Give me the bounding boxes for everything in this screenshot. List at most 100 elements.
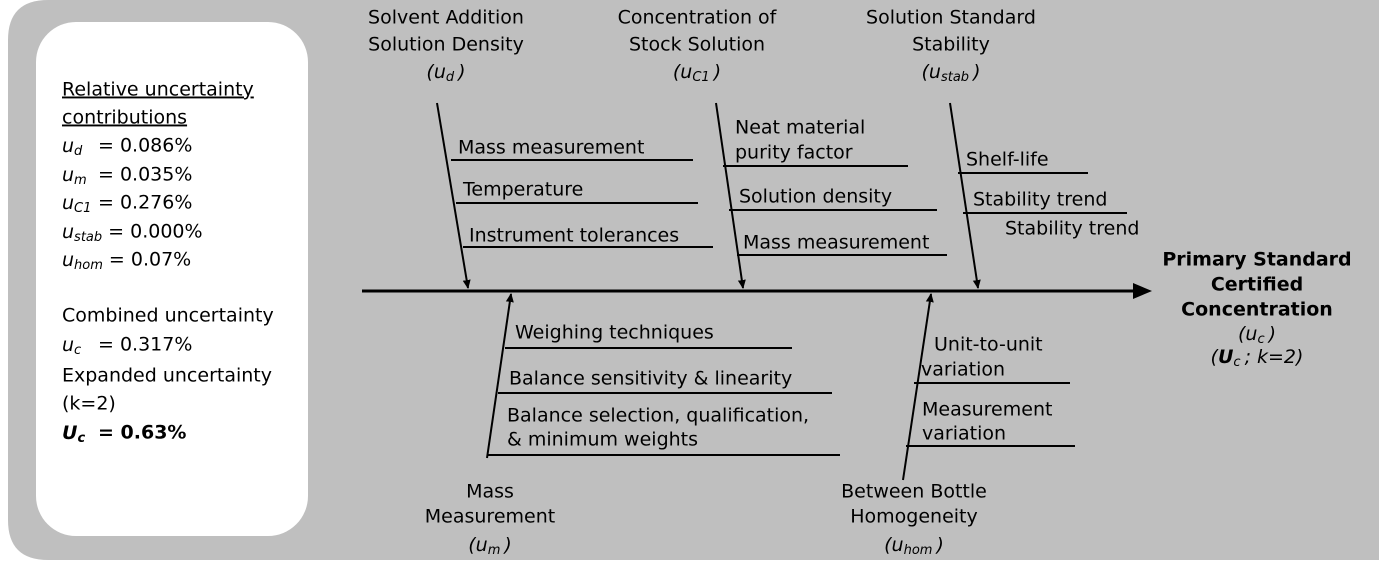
legend-symbol: uhom [62, 249, 103, 273]
cause-branch [949, 102, 981, 289]
legend-symbol: ud [62, 135, 83, 159]
cause-symbol-open: ( [884, 534, 893, 556]
factor-label: Stability trend [973, 189, 1107, 211]
expanded-label: Expanded uncertainty [62, 365, 272, 387]
legend-symbol-base: u [62, 135, 74, 157]
factor-label: Solution density [739, 186, 892, 208]
cause-symbol-close: ) [934, 534, 943, 556]
cause-symbol: (um) [468, 534, 512, 558]
cause-title: Homogeneity [850, 506, 978, 528]
background-panel [8, 0, 1379, 560]
expanded-value: = 0.63% [98, 422, 186, 444]
expanded-symbol-base: U [62, 422, 78, 444]
cause-symbol-close: ) [971, 61, 980, 83]
factor-label: variation [921, 359, 1005, 381]
cause-title: Stability [912, 34, 990, 56]
combined-symbol-base: u [62, 334, 74, 356]
cause-symbol-base: u [892, 534, 904, 556]
factor-label: Weighing techniques [515, 322, 714, 344]
legend-symbol-base: u [62, 192, 74, 214]
factor-label: purity factor [735, 142, 853, 164]
effect-expanded-close: ; k=2) [1245, 346, 1304, 368]
cause-symbol: (uC1) [673, 61, 721, 85]
factor-label: Neat material [735, 117, 865, 139]
legend-title: contributions [62, 107, 187, 129]
factor-label: Balance selection, qualification, [507, 405, 809, 427]
cause-symbol: (uhom) [884, 534, 944, 558]
cause-title: Stock Solution [629, 34, 765, 56]
cause-symbol-sub: m [488, 543, 501, 558]
legend-symbol-sub: stab [74, 230, 102, 245]
legend-symbol: uC1 [62, 192, 91, 216]
cause-symbol-base: u [680, 61, 692, 83]
cause-title: Solvent Addition [368, 7, 524, 29]
factor-label: Balance sensitivity & linearity [509, 368, 792, 390]
legend-symbol-sub: d [74, 144, 83, 159]
legend-value: = 0.086% [98, 135, 192, 157]
combined-symbol-sub: c [74, 343, 81, 358]
cause-symbol-open: ( [468, 534, 477, 556]
cause-branch [436, 102, 471, 289]
factor-label: variation [922, 423, 1006, 445]
cause-symbol-open: ( [426, 61, 435, 83]
cause-symbol-close: ) [456, 61, 465, 83]
factor-label: Mass measurement [743, 232, 929, 254]
cause-symbol: (ud) [426, 61, 465, 85]
effect-title: Certified [1211, 274, 1303, 296]
effect-expanded-sub: c [1233, 355, 1240, 370]
effect-symbol-open: ( [1238, 323, 1247, 345]
cause-branch [715, 102, 746, 289]
cause-symbol: (ustab) [922, 61, 981, 85]
cause-title: Solution Standard [866, 7, 1036, 29]
combined-symbol: uc [62, 334, 81, 358]
factor-label: Instrument tolerances [469, 225, 679, 247]
cause-symbol-base: u [929, 61, 941, 83]
factor-label: Unit-to-unit [934, 334, 1043, 356]
factor-label: & minimum weights [507, 429, 698, 451]
combined-value: = 0.317% [98, 334, 192, 356]
effect-expanded-base: U [1218, 346, 1234, 368]
effect-expanded: (Uc ; k=2) [1211, 346, 1304, 370]
cause-title: Mass [466, 481, 514, 503]
effect-expanded-open: ( [1211, 346, 1220, 368]
expanded-note: (k=2) [62, 393, 116, 415]
effect-symbol-close: ) [1267, 323, 1276, 345]
cause-title: Solution Density [368, 34, 524, 56]
factor-label: Shelf-life [966, 149, 1049, 171]
effect-symbol-base: u [1245, 323, 1257, 345]
cause-symbol-open: ( [673, 61, 682, 83]
legend-symbol: ustab [62, 221, 102, 245]
legend-symbol: um [62, 164, 87, 188]
effect-symbol-sub: c [1257, 332, 1264, 347]
cause-symbol-sub: hom [904, 543, 933, 558]
cause-symbol-base: u [476, 534, 488, 556]
expanded-symbol: Uc [62, 422, 85, 446]
spine-arrow [1133, 283, 1152, 299]
cause-symbol-close: ) [712, 61, 721, 83]
legend-box [36, 22, 308, 536]
legend-value: = 0.276% [98, 192, 192, 214]
cause-symbol-sub: stab [941, 70, 969, 85]
legend-symbol-base: u [62, 249, 74, 271]
factor-label: Temperature [462, 179, 583, 201]
legend-symbol-sub: C1 [74, 201, 91, 216]
legend-symbol-base: u [62, 221, 74, 243]
legend-symbol-base: u [62, 164, 74, 186]
factor-label: Stability trend [1005, 218, 1139, 240]
legend-value: = 0.07% [109, 249, 191, 271]
legend-value: = 0.035% [98, 164, 192, 186]
effect-title: Primary Standard [1162, 249, 1351, 271]
cause-symbol-base: u [434, 61, 446, 83]
combined-label: Combined uncertainty [62, 305, 274, 327]
expanded-symbol-sub: c [77, 431, 85, 446]
factor-label: Mass measurement [458, 137, 644, 159]
legend-title: Relative uncertainty [62, 79, 254, 101]
legend-symbol-sub: m [74, 173, 87, 188]
cause-branch [902, 293, 934, 481]
cause-symbol-sub: d [446, 70, 455, 85]
legend-value: = 0.000% [108, 221, 202, 243]
cause-symbol-sub: C1 [692, 70, 709, 85]
cause-symbol-close: ) [502, 534, 511, 556]
